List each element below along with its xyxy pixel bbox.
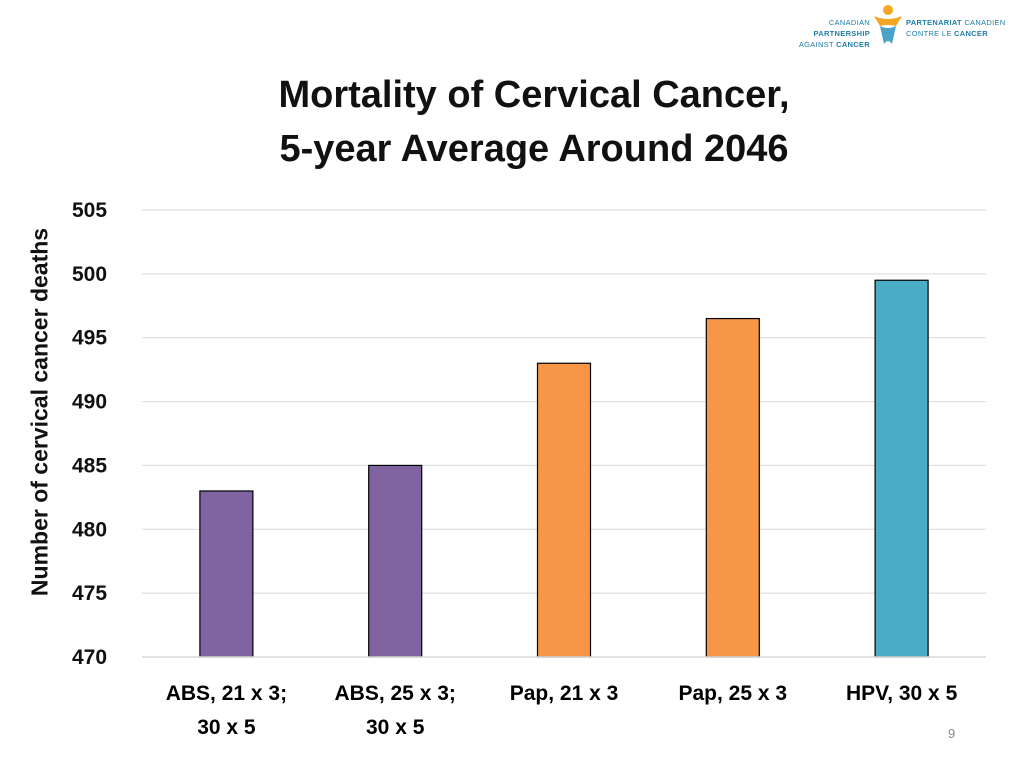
- x-tick-label: Pap, 25 x 3: [679, 682, 788, 705]
- logo-english-line-2: AGAINST CANCER: [798, 40, 870, 49]
- logo-english-text: CANADIAN PARTNERSHIP AGAINST CANCER: [772, 17, 870, 50]
- x-tick-label: 30 x 5: [366, 716, 425, 739]
- y-tick-label: 470: [72, 646, 107, 669]
- y-tick-label: 475: [72, 582, 107, 605]
- logo-english-line-1: CANADIAN PARTNERSHIP: [813, 18, 870, 38]
- chart-title-line-2: 5-year Average Around 2046: [279, 128, 789, 170]
- bar: [536, 362, 592, 658]
- x-tick-label: HPV, 30 x 5: [846, 682, 958, 705]
- x-tick-label: 30 x 5: [197, 716, 256, 739]
- y-tick-label: 495: [72, 327, 107, 350]
- y-tick-label: 505: [72, 199, 107, 222]
- logo-french-line-2: CONTRE LE CANCER: [906, 29, 988, 38]
- chart-title-line-1: Mortality of Cervical Cancer,: [278, 74, 790, 116]
- x-tick-label: ABS, 21 x 3;: [166, 682, 287, 705]
- bar: [705, 317, 760, 658]
- y-tick-label: 490: [72, 391, 107, 414]
- x-tick-label: Pap, 21 x 3: [510, 682, 619, 705]
- page-number: 9: [948, 726, 956, 741]
- chart-title: Mortality of Cervical Cancer, 5-year Ave…: [0, 68, 1024, 176]
- partnership-logo: CANADIAN PARTNERSHIP AGAINST CANCER PART…: [772, 5, 1012, 49]
- y-tick-label: 485: [72, 454, 107, 477]
- logo-french-text: PARTENARIAT CANADIEN CONTRE LE CANCER: [906, 17, 1016, 39]
- bar: [368, 464, 423, 658]
- logo-french-line-1: PARTENARIAT CANADIEN: [906, 18, 1006, 27]
- y-tick-label: 480: [72, 518, 107, 541]
- bar: [199, 490, 254, 658]
- x-tick-label: ABS, 25 x 3;: [335, 682, 456, 705]
- bar: [874, 279, 929, 658]
- y-tick-label: 500: [72, 263, 107, 286]
- logo-figure-icon: [874, 5, 902, 44]
